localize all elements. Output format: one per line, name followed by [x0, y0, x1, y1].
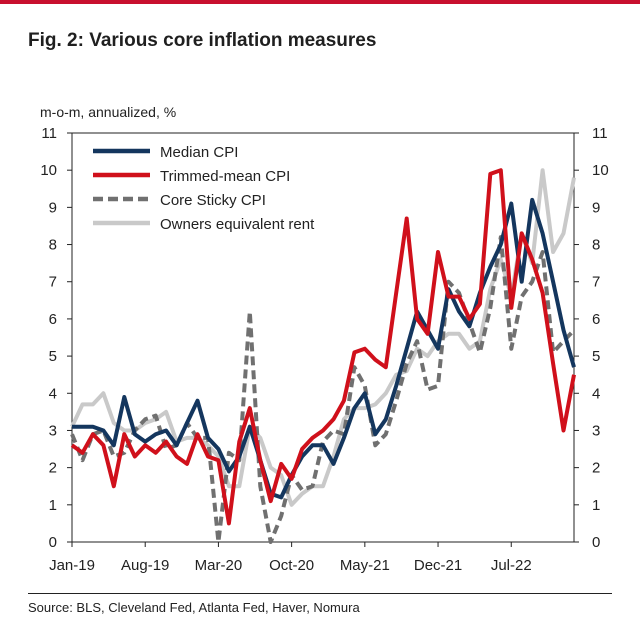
y-tick-label-left-3: 3 — [49, 422, 57, 439]
y-tick-label-left-2: 2 — [49, 460, 57, 477]
y-tick-label-right-8: 8 — [592, 237, 600, 254]
legend-label-core-sticky-cpi: Core Sticky CPI — [160, 192, 266, 209]
y-tick-label-left-10: 10 — [40, 162, 57, 179]
source-divider — [28, 593, 612, 594]
y-tick-label-left-11: 11 — [41, 125, 57, 142]
x-tick-label-Aug-19: Aug-19 — [121, 557, 169, 574]
source-note: Source: BLS, Cleveland Fed, Atlanta Fed,… — [28, 600, 360, 615]
figure-title: Fig. 2: Various core inflation measures — [28, 30, 377, 51]
plot-frame — [71, 132, 575, 543]
x-tick-label-Jan-19: Jan-19 — [49, 557, 95, 574]
y-tick-label-right-7: 7 — [592, 274, 600, 291]
y-tick-label-left-0: 0 — [49, 534, 57, 551]
legend: Median CPI Trimmed-mean CPI Core Sticky CP… — [93, 144, 315, 233]
y-tick-label-right-11: 11 — [592, 125, 608, 142]
legend-label-median-cpi: Median CPI — [160, 144, 238, 161]
series-line-median-cpi — [72, 197, 576, 500]
y-tick-label-left-8: 8 — [49, 237, 57, 254]
y-tick-label-right-5: 5 — [592, 348, 600, 365]
y-tick-label-left-4: 4 — [49, 385, 57, 402]
series-line-core-sticky-cpi — [70, 235, 576, 544]
y-tick-label-right-1: 1 — [592, 497, 600, 514]
series-lines — [70, 168, 576, 544]
y-tick-label-left-9: 9 — [49, 199, 57, 216]
y-tick-label-left-5: 5 — [49, 348, 57, 365]
y-axis-right: 0 1 2 3 4 5 6 7 8 9 10 11 — [574, 125, 609, 551]
y-tick-label-right-6: 6 — [592, 311, 600, 328]
y-tick-label-right-9: 9 — [592, 199, 600, 216]
legend-label-trimmed-mean-cpi: Trimmed-mean CPI — [160, 168, 290, 185]
x-tick-label-Dec-21: Dec-21 — [414, 557, 462, 574]
y-tick-label-left-6: 6 — [49, 311, 57, 328]
y-tick-label-right-4: 4 — [592, 385, 600, 402]
plot-border — [71, 132, 575, 543]
y-tick-label-left-1: 1 — [49, 497, 57, 514]
series-line-owners-equivalent-rent — [70, 168, 576, 507]
y-tick-label-right-2: 2 — [592, 460, 600, 477]
y-tick-label-right-10: 10 — [592, 162, 609, 179]
y-axis-unit-label: m-o-m, annualized, % — [40, 104, 177, 120]
y-tick-label-right-3: 3 — [592, 422, 600, 439]
x-axis: Jan-19 Aug-19 Mar-20 Oct-20 May-21 Dec-21 Jul-… — [49, 542, 532, 574]
series-line-trimmed-mean-cpi — [70, 168, 576, 526]
y-tick-label-right-0: 0 — [592, 534, 600, 551]
y-tick-label-left-7: 7 — [49, 274, 57, 291]
y-axis-left: 0 1 2 3 4 5 6 7 8 9 10 11 — [40, 125, 72, 551]
x-tick-label-Mar-20: Mar-20 — [195, 557, 243, 574]
x-tick-label-Oct-20: Oct-20 — [269, 557, 314, 574]
x-tick-label-May-21: May-21 — [340, 557, 390, 574]
x-tick-label-Jul-22: Jul-22 — [491, 557, 532, 574]
top-rule — [0, 0, 640, 4]
legend-label-owners-equivalent-rent: Owners equivalent rent — [160, 216, 315, 233]
